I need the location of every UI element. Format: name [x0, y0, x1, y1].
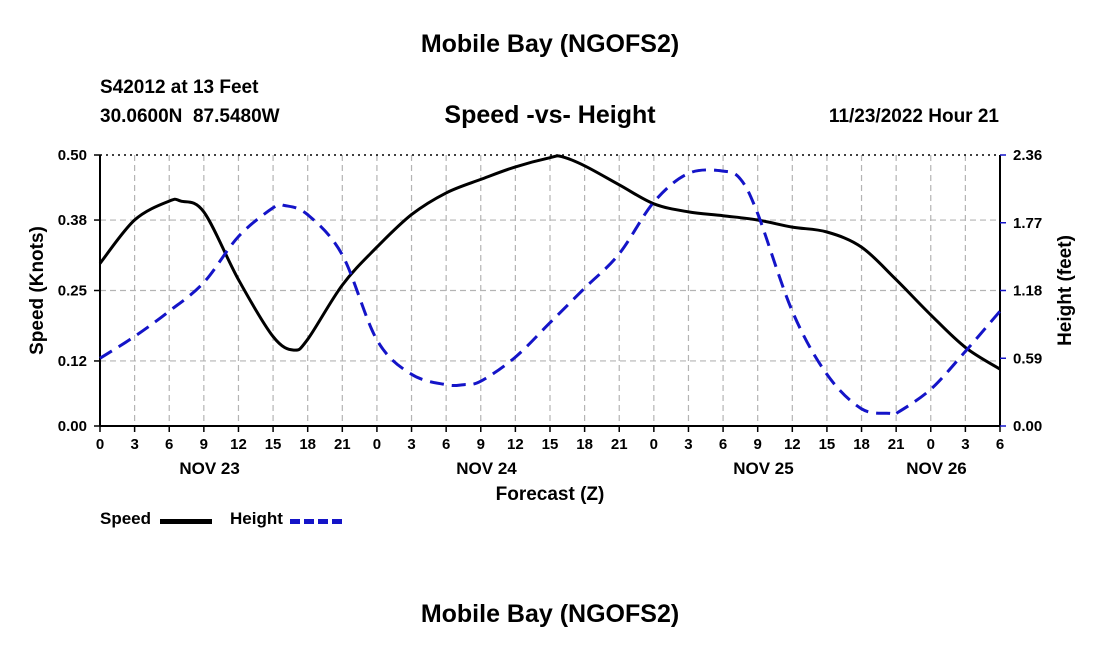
x-tick-label: 6 [996, 436, 1004, 453]
x-tick-label: 6 [719, 436, 727, 453]
y-axis-title: Speed (Knots) [27, 226, 48, 355]
legend-height-label: Height [230, 509, 283, 528]
x-axis-title: Forecast (Z) [496, 484, 605, 505]
y2-tick-label: 0.00 [1013, 418, 1042, 435]
x-date-label: NOV 24 [456, 459, 517, 478]
x-tick-label: 3 [130, 436, 138, 453]
x-date-label: NOV 26 [906, 459, 966, 478]
legend-speed-swatch [160, 519, 212, 524]
x-tick-label: 18 [299, 436, 316, 453]
x-tick-label: 21 [334, 436, 351, 453]
x-tick-label: 15 [542, 436, 559, 453]
chart-subtitle: Speed -vs- Height [444, 101, 656, 129]
x-tick-label: 12 [507, 436, 524, 453]
legend-height-swatch [290, 519, 342, 524]
x-tick-label: 6 [442, 436, 450, 453]
x-tick-label: 3 [407, 436, 415, 453]
x-date-label: NOV 23 [179, 459, 239, 478]
y2-tick-label: 0.59 [1013, 350, 1042, 367]
y-tick-label: 0.25 [58, 283, 87, 300]
x-tick-label: 9 [477, 436, 485, 453]
x-tick-label: 18 [576, 436, 593, 453]
x-tick-label: 12 [230, 436, 247, 453]
x-tick-label: 21 [888, 436, 905, 453]
x-tick-label: 0 [373, 436, 381, 453]
speed-series-line [98, 154, 1001, 371]
y-tick-label: 0.00 [58, 418, 87, 435]
page-title: Mobile Bay (NGOFS2) [420, 30, 680, 58]
x-tick-label: 3 [684, 436, 692, 453]
y2-tick-label: 1.18 [1013, 283, 1042, 300]
x-tick-label: 18 [853, 436, 870, 453]
x-tick-label: 9 [754, 436, 762, 453]
height-series-line [99, 168, 1002, 417]
y2-axis-title: Height (feet) [1055, 235, 1076, 346]
station-coords: 30.0600N 87.5480W [100, 106, 280, 127]
x-tick-label: 0 [927, 436, 935, 453]
y-tick-label: 0.38 [58, 212, 87, 229]
y-tick-label: 0.50 [58, 147, 87, 164]
x-tick-label: 12 [784, 436, 801, 453]
x-tick-label: 15 [819, 436, 836, 453]
x-date-label: NOV 25 [733, 459, 793, 478]
forecast-timestamp: 11/23/2022 Hour 21 [828, 106, 999, 127]
x-tick-label: 3 [961, 436, 969, 453]
x-tick-label: 15 [265, 436, 282, 453]
x-tick-label: 0 [650, 436, 658, 453]
legend-speed-label: Speed [100, 509, 152, 528]
y2-tick-label: 2.36 [1013, 147, 1042, 164]
x-tick-label: 0 [96, 436, 104, 453]
x-tick-label: 21 [611, 436, 628, 453]
station-label: S42012 at 13 Feet [100, 77, 259, 98]
x-tick-label: 9 [200, 436, 208, 453]
y2-tick-label: 1.77 [1013, 215, 1042, 232]
x-tick-label: 6 [165, 436, 173, 453]
footer-title: Mobile Bay (NGOFS2) [420, 600, 680, 628]
y-tick-label: 0.12 [58, 353, 87, 370]
